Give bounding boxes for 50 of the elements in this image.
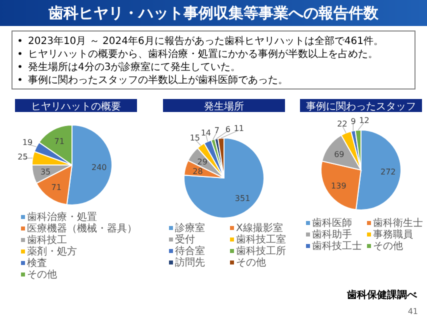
chart-title: 発生場所	[204, 100, 244, 112]
text: 歯科保健課調べ	[346, 289, 418, 301]
text: 事例に関わったスタッフの半数以上が歯科医師であった。	[28, 74, 288, 86]
data-label: 14	[200, 128, 212, 138]
legend-label: 医療機器（機械・器具）	[27, 222, 137, 234]
data-label: 15	[190, 133, 200, 142]
data-label: 7	[214, 126, 220, 135]
legend-label: 歯科衛生士	[373, 217, 423, 229]
data-label: 351	[234, 194, 250, 203]
legend-label: 待合室	[175, 245, 205, 257]
legend-label: その他	[236, 256, 266, 268]
data-label: 240	[92, 162, 107, 172]
data-label: 28	[192, 166, 203, 176]
data-label: 22	[337, 120, 348, 129]
data-label: 12	[359, 116, 370, 126]
data-label: 71	[54, 136, 64, 146]
chart-title: 事例に関わったスタッフ	[306, 100, 416, 112]
text: ヒヤリハットの概要から、歯科治療・処置にかかる事例が半数以上を占めた。	[28, 48, 378, 60]
legend-label: その他	[27, 268, 57, 280]
data-label: 29	[197, 158, 208, 167]
legend-label: 事務職員	[373, 228, 413, 240]
data-label: 35	[40, 167, 51, 176]
data-label: 139	[331, 182, 346, 191]
data-label: 6	[225, 124, 230, 134]
legend-label: 歯科技工室	[236, 234, 286, 246]
legend-label: 歯科技工所	[236, 245, 286, 257]
data-label: 25	[18, 152, 28, 162]
legend-label: X線撮影室	[236, 222, 283, 234]
data-label: 272	[380, 168, 396, 177]
legend-label: 歯科治療・処置	[27, 211, 97, 223]
legend-label: 検査	[27, 257, 47, 269]
legend-label: 受付	[175, 234, 195, 246]
legend-label: 薬剤・処方	[27, 246, 77, 258]
text: 41	[408, 307, 418, 316]
legend-label: 歯科助手	[312, 228, 352, 240]
data-label: 69	[334, 150, 344, 159]
text: 2023年10月 ～ 2024年6月に報告があった歯科ヒヤリハットは全部で461件。	[28, 35, 384, 47]
legend-label: 歯科技工	[27, 234, 67, 246]
text: 歯科ヒヤリ・ハット事例収集等事業への報告件数	[48, 4, 380, 22]
legend-label: 歯科技工士	[312, 240, 362, 252]
text: 発生場所は4分の3が診療室にて発生していた。	[28, 61, 241, 73]
chart-title: ヒヤリハットの概要	[31, 100, 121, 112]
legend-label: 訪問先	[175, 256, 205, 268]
legend-label: その他	[373, 240, 403, 252]
legend-label: 診療室	[175, 222, 205, 234]
data-label: 11	[234, 124, 244, 134]
data-label: 19	[22, 138, 33, 148]
data-label: 71	[51, 183, 62, 192]
legend-label: 歯科医師	[312, 217, 352, 229]
data-label: 9	[350, 116, 356, 126]
